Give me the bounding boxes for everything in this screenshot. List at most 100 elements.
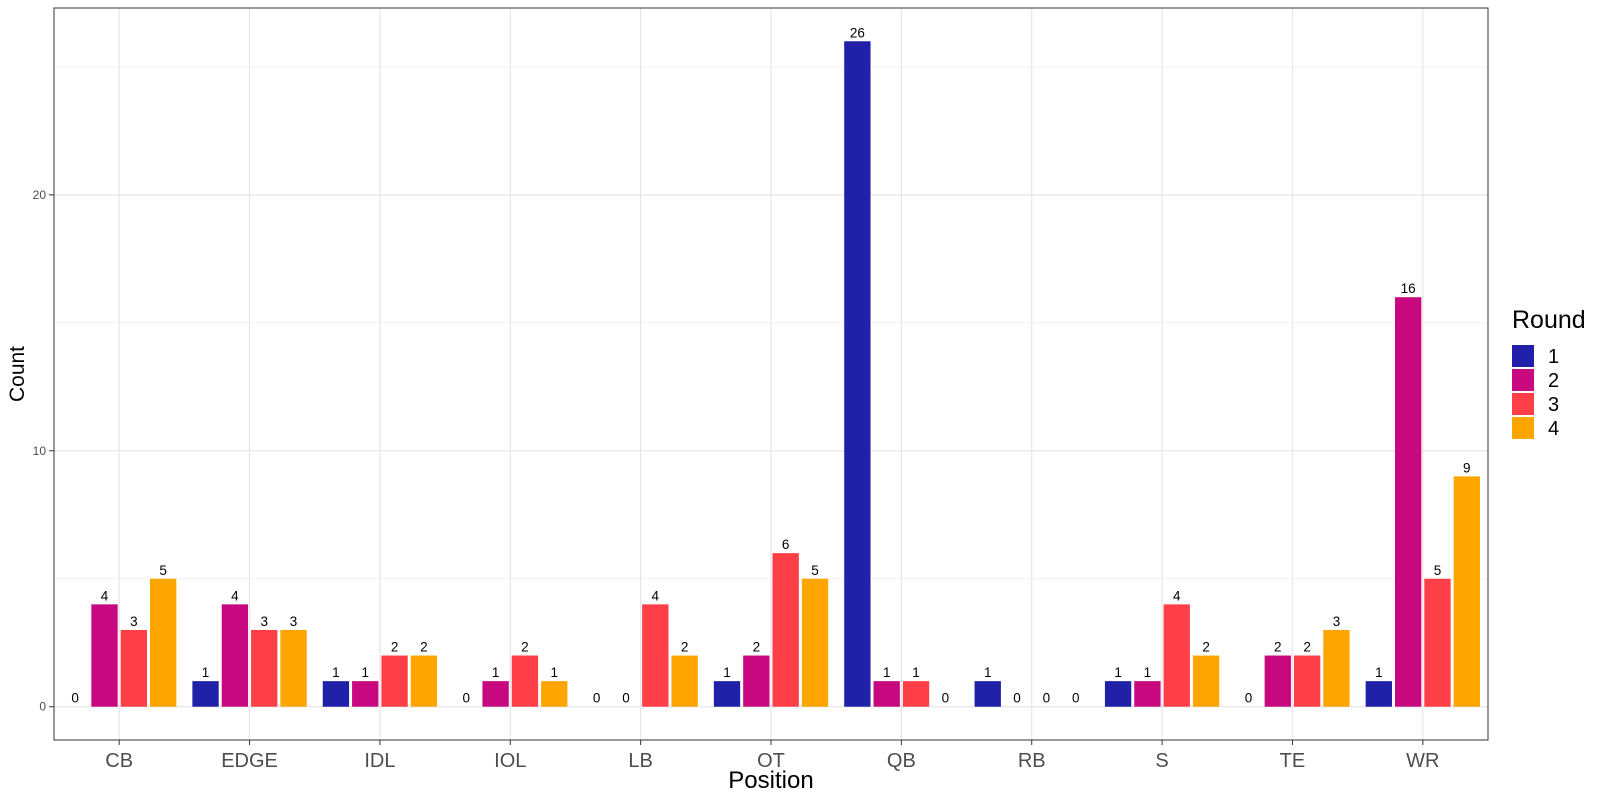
- data-label: 5: [811, 563, 819, 578]
- data-label: 2: [1202, 640, 1210, 655]
- bar-OT-round-4: [801, 578, 829, 707]
- data-label: 0: [622, 691, 630, 706]
- data-label: 2: [391, 640, 399, 655]
- data-label: 4: [101, 588, 109, 603]
- data-label: 1: [361, 665, 369, 680]
- bar-RB-round-1: [974, 681, 1001, 707]
- legend-label: 2: [1548, 370, 1559, 392]
- data-label: 26: [850, 25, 865, 40]
- bar-S-round-3: [1163, 604, 1190, 707]
- x-tick-label: WR: [1406, 750, 1439, 772]
- legend-key-round-1: [1512, 345, 1534, 367]
- data-label: 2: [753, 640, 761, 655]
- data-label: 3: [260, 614, 268, 629]
- bar-QB-round-1: [844, 41, 871, 707]
- data-label: 1: [984, 665, 992, 680]
- data-label: 1: [912, 665, 920, 680]
- data-label: 1: [1144, 665, 1152, 680]
- bar-OT-round-3: [772, 553, 799, 707]
- legend-label: 1: [1548, 346, 1559, 368]
- data-label: 2: [1303, 640, 1311, 655]
- x-tick-label: CB: [105, 750, 133, 772]
- bar-WR-round-1: [1365, 681, 1392, 707]
- data-label: 2: [1274, 640, 1282, 655]
- bar-IDL-round-4: [410, 655, 438, 707]
- data-label: 1: [332, 665, 340, 680]
- bar-EDGE-round-1: [192, 681, 219, 707]
- data-label: 1: [723, 665, 731, 680]
- bar-S-round-4: [1192, 655, 1220, 707]
- data-label: 3: [290, 614, 298, 629]
- data-label: 1: [1114, 665, 1122, 680]
- x-tick-label: S: [1155, 750, 1168, 772]
- bar-CB-round-2: [91, 604, 118, 707]
- bar-IDL-round-2: [352, 681, 379, 707]
- data-label: 2: [521, 640, 529, 655]
- bar-IDL-round-3: [381, 655, 408, 707]
- y-tick-label: 20: [33, 188, 47, 202]
- legend-label: 3: [1548, 394, 1559, 416]
- data-label: 1: [551, 665, 559, 680]
- bar-EDGE-round-4: [280, 629, 307, 707]
- bar-OT-round-2: [743, 655, 770, 707]
- bar-LB-round-4: [671, 655, 698, 707]
- y-axis-ticks: 0 10 20: [33, 188, 54, 714]
- data-label: 3: [1333, 614, 1341, 629]
- data-label: 0: [1013, 691, 1021, 706]
- x-tick-label: EDGE: [221, 750, 278, 772]
- data-label: 0: [1245, 691, 1253, 706]
- data-label: 2: [420, 640, 428, 655]
- bar-EDGE-round-3: [251, 629, 278, 707]
- legend-title: Round: [1512, 306, 1586, 334]
- x-tick-label: IDL: [364, 750, 395, 772]
- bar-IOL-round-4: [541, 681, 568, 707]
- bar-TE-round-2: [1264, 655, 1291, 707]
- legend-label: 4: [1548, 418, 1559, 440]
- x-tick-label: RB: [1018, 750, 1046, 772]
- bar-TE-round-3: [1293, 655, 1321, 707]
- data-label: 4: [652, 588, 660, 603]
- bar-S-round-1: [1104, 681, 1132, 707]
- x-tick-label: IOL: [494, 750, 526, 772]
- x-tick-label: LB: [628, 750, 652, 772]
- data-label: 16: [1401, 281, 1416, 296]
- data-label: 6: [782, 537, 790, 552]
- y-tick-label: 0: [39, 700, 46, 714]
- x-tick-label: QB: [887, 750, 916, 772]
- legend-key-round-3: [1512, 393, 1534, 415]
- data-label: 2: [681, 640, 689, 655]
- x-tick-label: TE: [1280, 750, 1306, 772]
- data-label: 5: [1434, 563, 1442, 578]
- bar-WR-round-3: [1424, 578, 1451, 707]
- bar-QB-round-3: [902, 681, 930, 707]
- data-label: 1: [202, 665, 210, 680]
- data-label: 5: [159, 563, 167, 578]
- data-label: 4: [1173, 588, 1181, 603]
- data-label: 0: [593, 691, 601, 706]
- data-label: 0: [1043, 691, 1051, 706]
- x-axis-title: Position: [728, 767, 813, 794]
- data-label: 3: [130, 614, 138, 629]
- bar-QB-round-2: [873, 681, 900, 707]
- data-label: 9: [1463, 460, 1471, 475]
- x-tick-label: OT: [757, 750, 785, 772]
- bar-TE-round-4: [1323, 629, 1350, 707]
- bar-WR-round-2: [1394, 297, 1422, 707]
- bar-CB-round-4: [150, 578, 177, 707]
- bar-CB-round-3: [120, 629, 148, 707]
- bar-S-round-2: [1134, 681, 1161, 707]
- data-labels: 0 1 1 0 0 1 26 1 1 0 1 4 4 1 1 0 2 1 0 1 2 16 3 3 2 2 4 6 1 0 4 2 5 5 3 2 1 2…: [71, 25, 1470, 705]
- data-label: 0: [71, 691, 79, 706]
- data-label: 0: [942, 691, 950, 706]
- bars: [91, 41, 1480, 707]
- y-tick-label: 10: [33, 444, 47, 458]
- data-label: 0: [1072, 691, 1080, 706]
- bar-IDL-round-1: [322, 681, 350, 707]
- bar-WR-round-4: [1453, 476, 1480, 707]
- bar-LB-round-3: [642, 604, 669, 707]
- data-label: 0: [463, 691, 471, 706]
- data-label: 4: [231, 588, 239, 603]
- data-label: 1: [492, 665, 500, 680]
